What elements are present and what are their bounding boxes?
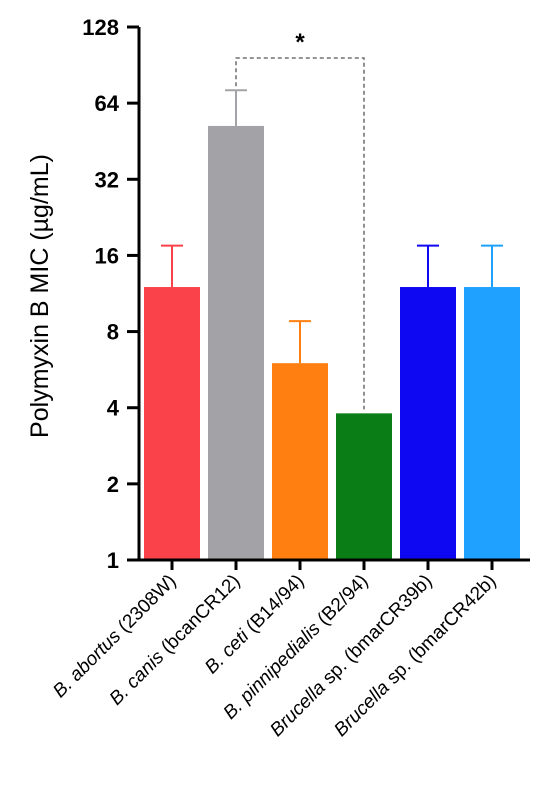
y-tick-label: 2 [107,472,119,497]
bar [400,287,456,560]
y-tick-label: 16 [95,243,119,268]
significance-marker: * [295,29,305,56]
bar [208,125,264,560]
bar [272,363,328,560]
bar [464,287,520,560]
bar [336,413,392,560]
bar [144,287,200,560]
x-tick-label: B. abortus (2308W) [49,571,180,702]
significance-bracket [235,57,365,410]
y-tick-label: 1 [107,548,119,573]
y-tick-label: 32 [95,167,119,192]
y-tick-label: 4 [107,396,120,421]
y-tick-label: 64 [95,91,120,116]
y-axis-label: Polymyxin B MIC (µg/mL) [26,154,54,438]
y-tick-label: 128 [82,15,119,40]
y-tick-label: 8 [107,320,119,345]
